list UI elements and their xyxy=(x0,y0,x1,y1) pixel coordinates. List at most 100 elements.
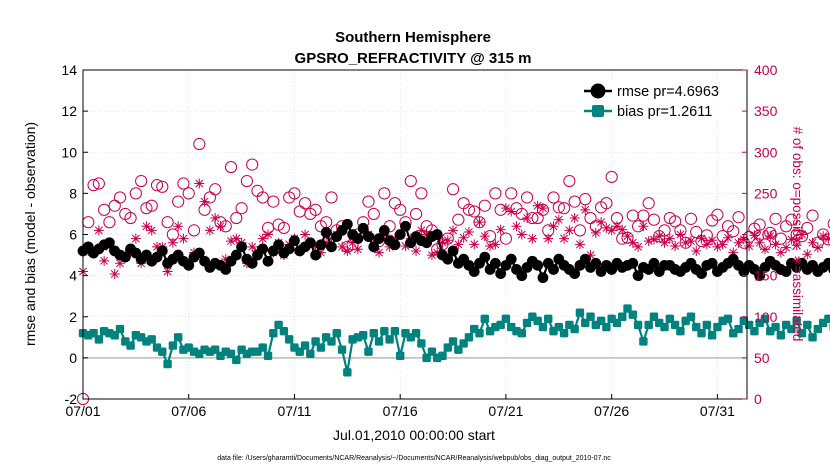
obs-assimilated-point xyxy=(485,241,496,252)
rmse-point xyxy=(537,272,549,284)
obs-possible-point xyxy=(256,191,269,204)
obs-possible-point xyxy=(478,199,491,212)
legend-bias-marker xyxy=(592,105,604,117)
bias-point xyxy=(327,337,336,346)
rmse-point xyxy=(648,257,660,269)
obs-assimilated-point xyxy=(130,233,141,244)
bias-point xyxy=(586,312,595,321)
obs-assimilated-point xyxy=(389,233,400,244)
rmse-point xyxy=(220,264,232,275)
obs-possible-point xyxy=(182,187,195,200)
rmse-point xyxy=(262,255,274,267)
obs-possible-point xyxy=(394,203,407,216)
obs-assimilated-point xyxy=(622,231,633,242)
obs-possible-point xyxy=(172,195,185,208)
rmse-point xyxy=(495,268,507,279)
rmse-point xyxy=(326,241,337,253)
bias-point xyxy=(808,333,817,342)
obs-assimilated-point xyxy=(728,247,739,258)
obs-assimilated-point xyxy=(596,217,607,228)
obs-assimilated-point xyxy=(326,233,337,244)
obs-assimilated-point xyxy=(664,233,675,244)
obs-assimilated-point xyxy=(601,222,612,233)
obs-assimilated-point xyxy=(204,225,215,236)
obs-assimilated-point xyxy=(437,237,448,248)
obs-assimilated-point xyxy=(759,244,770,255)
obs-assimilated-point xyxy=(574,239,585,250)
obs-possible-point xyxy=(135,174,148,188)
obs-assimilated-point xyxy=(426,250,437,261)
y-tick-label-right: 200 xyxy=(754,227,778,243)
y-tick-label: 2 xyxy=(69,309,77,325)
rmse-point xyxy=(304,237,316,249)
obs-possible-point xyxy=(462,203,476,216)
obs-assimilated-point xyxy=(516,229,527,240)
rmse-point xyxy=(315,239,327,251)
obs-possible-point xyxy=(727,225,740,238)
bias-point xyxy=(147,335,156,344)
obs-possible-point xyxy=(124,211,137,225)
obs-assimilated-point xyxy=(210,213,221,224)
obs-assimilated-point xyxy=(590,227,601,238)
obs-possible-point xyxy=(552,201,565,214)
obs-assimilated-point xyxy=(315,247,326,258)
rmse-point xyxy=(400,220,411,232)
x-axis: 07/01 07/06 07/11 07/16 07/21 07/26 07/31 xyxy=(65,394,735,419)
obs-assimilated-point xyxy=(633,241,644,252)
obs-possible-point xyxy=(647,213,661,226)
obs-possible-point xyxy=(637,209,650,222)
obs-possible-point xyxy=(187,224,201,237)
rmse-point xyxy=(289,235,300,247)
bias-point xyxy=(501,314,511,324)
y-tick-label-right: 0 xyxy=(754,391,762,407)
rmse-point xyxy=(780,266,792,277)
obs-assimilated-point xyxy=(712,241,723,252)
obs-assimilated-point xyxy=(638,221,649,232)
obs-assimilated-point xyxy=(300,229,311,240)
rmse-point xyxy=(590,257,602,269)
bias-point xyxy=(723,314,733,324)
rmse-point xyxy=(442,253,454,265)
obs-assimilated-point xyxy=(400,241,411,252)
bias-point xyxy=(750,326,759,336)
y-tick-label-right: 250 xyxy=(754,185,778,201)
obs-assimilated-point xyxy=(474,217,485,228)
obs-assimilated-point xyxy=(337,241,348,252)
obs-possible-point xyxy=(769,212,782,225)
obs-assimilated-point xyxy=(458,232,469,243)
obs-possible-point xyxy=(267,195,280,208)
bias-point xyxy=(332,329,341,338)
obs-assimilated-point xyxy=(611,221,622,232)
obs-assimilated-point xyxy=(146,225,157,236)
obs-assimilated-point xyxy=(823,233,830,244)
bias-point xyxy=(163,359,172,369)
obs-possible-point xyxy=(409,207,423,221)
bias-point xyxy=(115,324,125,334)
obs-possible-point xyxy=(103,216,116,229)
rmse-point xyxy=(516,270,528,282)
obs-possible-point xyxy=(446,183,460,196)
rmse-point xyxy=(505,253,517,265)
right-y-axis: 0 50 100 150 200 250 300 350 400 xyxy=(742,62,778,407)
bias-point xyxy=(760,314,770,324)
bias-point xyxy=(644,320,653,330)
obs-possible-point xyxy=(150,179,164,192)
bias-point xyxy=(824,314,830,324)
obs-assimilated-point xyxy=(564,225,575,236)
bias-point xyxy=(258,343,267,352)
rmse-point xyxy=(579,253,591,265)
bias-point xyxy=(390,326,400,336)
obs-possible-point xyxy=(156,180,169,193)
obs-assimilated-point xyxy=(495,224,506,235)
obs-assimilated-point xyxy=(257,233,268,244)
obs-assimilated-point xyxy=(99,255,110,266)
bias-point xyxy=(559,329,569,338)
x-tick-label: 07/31 xyxy=(700,403,735,419)
y-tick-label: 12 xyxy=(61,103,77,119)
rmse-point xyxy=(532,259,544,271)
y-tick-label: -2 xyxy=(65,391,78,407)
x-tick-label: 07/06 xyxy=(171,403,206,419)
obs-possible-point xyxy=(579,193,592,206)
obs-possible-point xyxy=(806,209,819,222)
obs-assimilated-point xyxy=(685,236,696,247)
